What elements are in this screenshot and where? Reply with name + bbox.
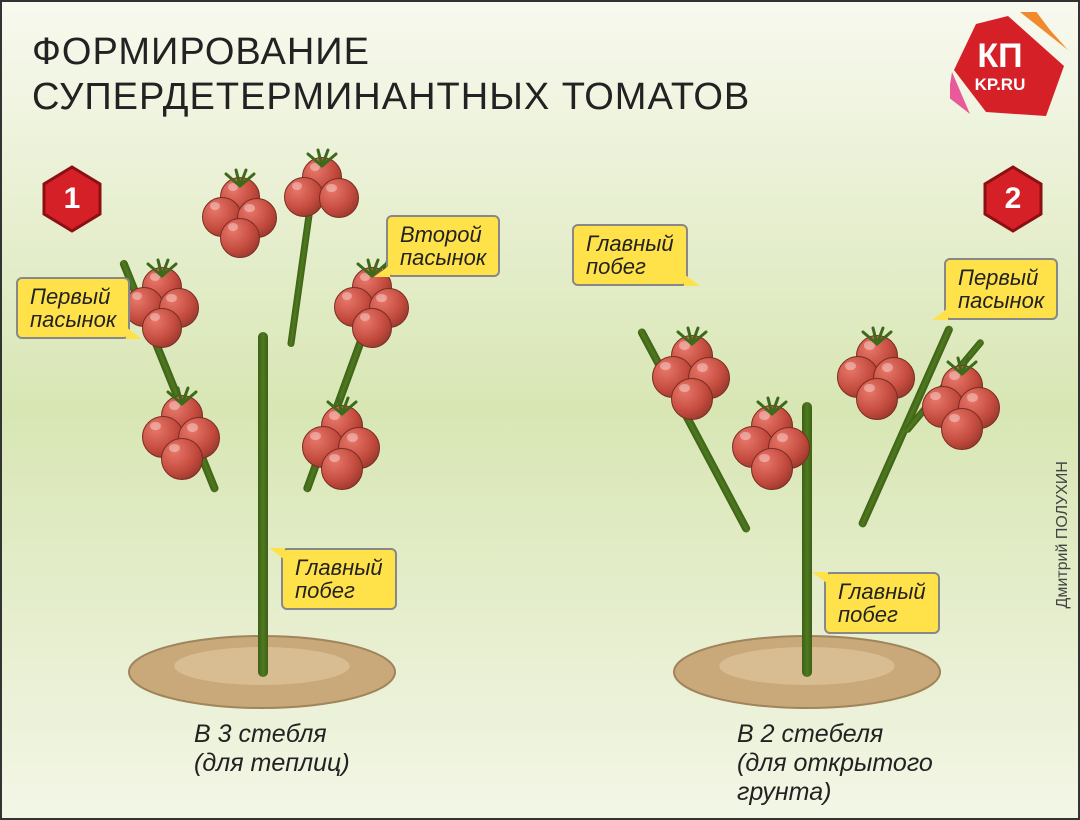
plant-caption: В 3 стебля (для теплиц) [194, 720, 350, 778]
author-credit: Дмитрий ПОЛУХИН [1054, 461, 1072, 608]
plant-stem [258, 332, 268, 677]
page-title: ФОРМИРОВАНИЕ СУПЕРДЕТЕРМИНАНТНЫХ ТОМАТОВ [32, 30, 750, 120]
logo-text-1: КП [977, 37, 1022, 75]
plant-number-badge: 1 [41, 164, 103, 234]
title-line2: СУПЕРДЕТЕРМИНАНТНЫХ ТОМАТОВ [32, 76, 750, 118]
tomato-fruit [751, 448, 793, 490]
callout-text: Главный побег [586, 231, 674, 279]
callout-label: Первый пасынок [16, 277, 130, 339]
tomato-leaves [164, 386, 200, 411]
callout-label: Второй пасынок [386, 215, 500, 277]
tomato-leaves [944, 356, 980, 381]
tomato-fruit [284, 177, 324, 217]
callout-text: Главный побег [838, 579, 926, 627]
tomato-fruit [161, 438, 203, 480]
tomato-leaves [674, 326, 710, 351]
callout-label: Главный побег [572, 224, 688, 286]
logo-text-2: KP.RU [975, 75, 1026, 94]
title-line1: ФОРМИРОВАНИЕ [32, 31, 370, 73]
tomato-fruit [319, 178, 359, 218]
callout-text: Первый пасынок [958, 265, 1044, 313]
tomato-fruit [671, 378, 713, 420]
tomato-leaves [304, 148, 340, 173]
plant-number: 2 [1005, 182, 1022, 216]
callout-label: Первый пасынок [944, 258, 1058, 320]
tomato-fruit [941, 408, 983, 450]
infographic-canvas: ФОРМИРОВАНИЕ СУПЕРДЕТЕРМИНАНТНЫХ ТОМАТОВ… [0, 0, 1080, 820]
tomato-leaves [144, 258, 180, 283]
tomato-leaves [859, 326, 895, 351]
tomato-fruit [352, 308, 392, 348]
tomato-leaves [754, 396, 790, 421]
callout-label: Главный побег [281, 548, 397, 610]
tomato-fruit [220, 218, 260, 258]
plant-number-badge: 2 [982, 164, 1044, 234]
callout-label: Главный побег [824, 572, 940, 634]
plant-caption: В 2 стебеля (для открытого грунта) [737, 720, 933, 806]
tomato-fruit [321, 448, 363, 490]
kp-logo: КП KP.RU [950, 12, 1068, 122]
callout-text: Первый пасынок [30, 284, 116, 332]
callout-text: Второй пасынок [400, 222, 486, 270]
tomato-leaves [324, 396, 360, 421]
plant-number: 1 [64, 182, 81, 216]
tomato-fruit [856, 378, 898, 420]
callout-text: Главный побег [295, 555, 383, 603]
tomato-fruit [142, 308, 182, 348]
tomato-leaves [222, 168, 258, 193]
